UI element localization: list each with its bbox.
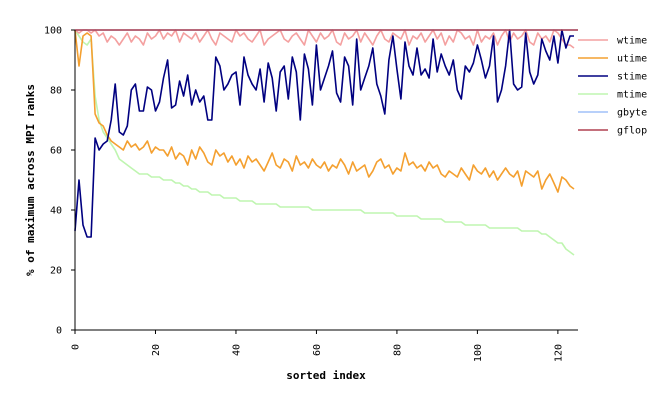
y-tick-label: 100 xyxy=(44,26,62,37)
y-axis-title: % of maximum across MPI ranks xyxy=(24,84,37,276)
y-tick-label: 80 xyxy=(50,86,62,97)
series-line-wtime xyxy=(74,29,575,49)
y-tick-label: 60 xyxy=(50,146,62,157)
x-tick-label: 20 xyxy=(151,344,162,356)
legend-label-gbyte: gbyte xyxy=(617,108,647,119)
legend: wtime utime stime mtime gbyte gflop xyxy=(578,36,647,137)
x-tick-label: 120 xyxy=(553,344,564,362)
x-axis-title: sorted index xyxy=(286,369,366,382)
legend-label-mtime: mtime xyxy=(617,90,647,101)
x-tick-label: 60 xyxy=(312,344,323,356)
legend-label-stime: stime xyxy=(617,72,647,83)
legend-label-utime: utime xyxy=(617,54,647,65)
y-tick-label: 40 xyxy=(50,206,62,217)
y-tick-label: 20 xyxy=(50,266,62,277)
x-tick-label: 0 xyxy=(71,344,82,350)
legend-label-gflop: gflop xyxy=(617,126,647,137)
series-line-stime xyxy=(74,29,574,238)
axes xyxy=(74,30,578,331)
x-tick-label: 80 xyxy=(392,344,403,356)
y-tick-label: 0 xyxy=(56,326,62,337)
legend-label-wtime: wtime xyxy=(617,36,647,47)
series-line-mtime xyxy=(74,29,575,256)
x-tick-label: 40 xyxy=(231,344,242,356)
x-tick-label: 100 xyxy=(473,344,484,362)
series-line-utime xyxy=(74,29,575,193)
axis-ticks: 0 20 40 60 80 100 0 20 40 60 80 100 120 xyxy=(44,26,564,363)
plot-area xyxy=(74,29,578,256)
